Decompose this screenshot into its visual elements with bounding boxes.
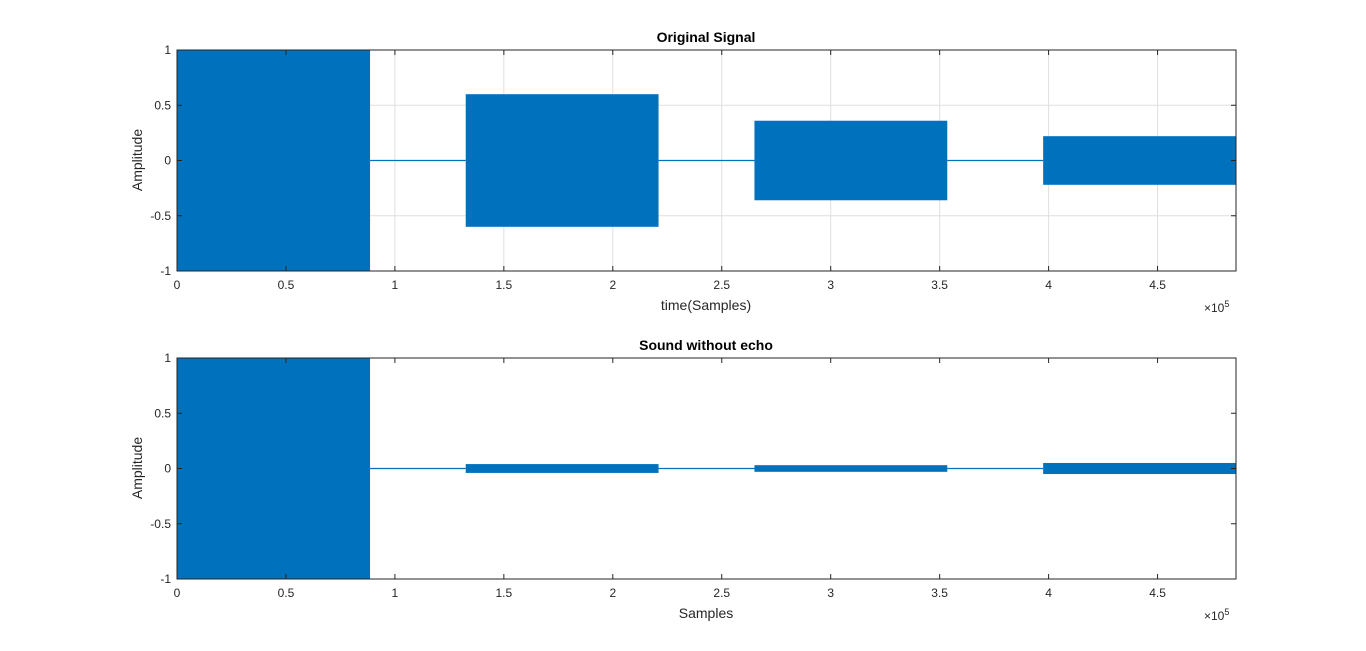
x-tick-label: 1 [392, 278, 399, 292]
x-tick-label: 1 [392, 586, 399, 600]
y-tick-label: 0.5 [154, 406, 171, 420]
signal-series [177, 358, 1236, 579]
x-tick-label: 0.5 [278, 586, 295, 600]
x-tick-label: 4 [1045, 278, 1052, 292]
y-tick-label: -0.5 [150, 517, 171, 531]
x-tick-label: 2.5 [713, 586, 730, 600]
x-tick-label: 3.5 [931, 586, 948, 600]
x-tick-label: 3 [827, 278, 834, 292]
x-axis-exponent-power: 5 [1224, 299, 1229, 309]
y-tick-label: 1 [164, 43, 171, 57]
y-tick-label: 0.5 [154, 98, 171, 112]
x-axis-label: Samples [679, 605, 733, 621]
x-axis-exponent-power: 5 [1224, 607, 1229, 617]
signal-series [177, 50, 1236, 271]
x-axis-label: time(Samples) [661, 297, 751, 313]
x-tick-label: 4.5 [1149, 586, 1166, 600]
y-tick-label: 0 [164, 154, 171, 168]
signal-burst [754, 120, 948, 201]
x-tick-label: 4 [1045, 586, 1052, 600]
x-axis-exponent-label: ×105 [1204, 607, 1229, 623]
y-tick-label: -0.5 [150, 209, 171, 223]
x-axis-exponent-label: ×105 [1204, 299, 1229, 315]
subplot-original-signal: 0 0.5 1 1.5 2 2.5 3 3.5 4 4.5 -1 -0.5 0 0.5 1 Original… [129, 29, 1237, 315]
signal-burst [465, 94, 659, 227]
signal-burst [1043, 136, 1236, 185]
y-tick-label: -1 [160, 572, 171, 586]
x-tick-label: 4.5 [1149, 278, 1166, 292]
signal-burst [177, 50, 371, 271]
x-tick-label: 2 [609, 586, 616, 600]
subplot-sound-without-echo: 0 0.5 1 1.5 2 2.5 3 3.5 4 4.5 -1 -0.5 0 0.5 1 Sound wi… [129, 337, 1237, 623]
x-tick-label: 0.5 [278, 278, 295, 292]
y-axis-label: Amplitude [129, 437, 145, 499]
x-tick-label: 0 [174, 278, 181, 292]
y-tick-label: -1 [160, 264, 171, 278]
chart-title: Original Signal [657, 29, 756, 45]
ticks: 0 0.5 1 1.5 2 2.5 3 3.5 4 4.5 -1 -0.5 0 0.5 1 [150, 43, 1236, 292]
y-tick-label: 0 [164, 462, 171, 476]
x-tick-label: 2.5 [713, 278, 730, 292]
x-axis-exponent-base: ×10 [1204, 609, 1225, 623]
y-axis-label: Amplitude [129, 129, 145, 191]
x-tick-label: 1.5 [496, 278, 513, 292]
y-tick-label: 1 [164, 351, 171, 365]
x-tick-label: 0 [174, 586, 181, 600]
signal-burst [754, 465, 948, 472]
x-tick-label: 3 [827, 586, 834, 600]
x-tick-label: 3.5 [931, 278, 948, 292]
signal-burst [465, 464, 659, 473]
plot-area: 0 0.5 1 1.5 2 2.5 3 3.5 4 4.5 -1 -0.5 0 0.5 1 [150, 43, 1237, 292]
plot-area: 0 0.5 1 1.5 2 2.5 3 3.5 4 4.5 -1 -0.5 0 0.5 1 [150, 351, 1237, 600]
signal-burst [177, 358, 371, 579]
x-tick-label: 2 [609, 278, 616, 292]
signal-burst [1043, 462, 1236, 475]
x-axis-exponent-base: ×10 [1204, 301, 1225, 315]
ticks: 0 0.5 1 1.5 2 2.5 3 3.5 4 4.5 -1 -0.5 0 0.5 1 [150, 351, 1236, 600]
chart-title: Sound without echo [639, 337, 773, 353]
x-tick-label: 1.5 [496, 586, 513, 600]
